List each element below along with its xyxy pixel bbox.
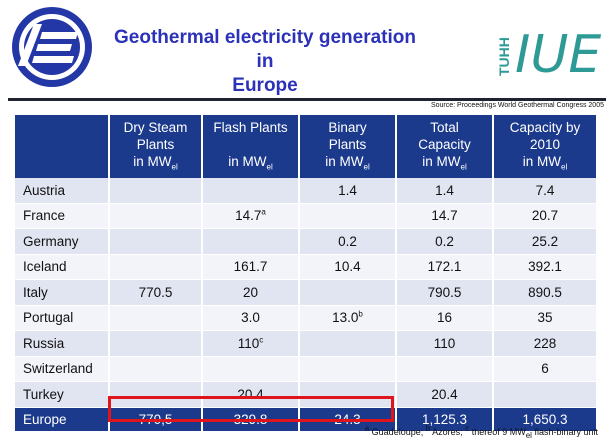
total-cell: 1.4	[395, 178, 493, 204]
binary-cell: 13.0b	[298, 305, 396, 331]
table-row: France 14.7a 14.7 20.7	[15, 203, 596, 229]
title-line-1: Geothermal electricity generation in	[114, 27, 416, 72]
flash-cell	[201, 228, 299, 255]
table-row: Portugal 3.0 13.0b 16 35	[15, 305, 596, 331]
dry-cell	[108, 381, 202, 408]
table-row: Austria 1.4 1.4 7.4	[15, 178, 596, 204]
table-row: Russia 110c 110 228	[15, 330, 596, 357]
binary-cell: 1.4	[298, 178, 396, 204]
total-cell: 0.2	[395, 228, 493, 255]
page-title: Geothermal electricity generation in Eur…	[105, 26, 425, 98]
table-row: Turkey 20.4 20.4	[15, 381, 596, 408]
country-cell: Russia	[15, 330, 109, 357]
country-cell: Switzerland	[15, 356, 109, 382]
country-cell: Turkey	[15, 381, 109, 408]
flash-cell: 14.7a	[201, 203, 299, 229]
binary-cell	[298, 203, 396, 229]
total-cell: 110	[395, 330, 493, 357]
cap2010-cell: 7.4	[492, 178, 596, 204]
highlight-box	[108, 396, 394, 422]
flash-cell: 3.0	[201, 305, 299, 331]
flash-cell	[201, 356, 299, 382]
table-row: Switzerland 6	[15, 356, 596, 382]
footnote: a Guadeloupe; b Azores; c thereof 9 MWel…	[364, 424, 598, 440]
dry-cell	[108, 228, 202, 255]
total-cell: 790.5	[395, 279, 493, 306]
total-cap2010: 1,650.3	[492, 407, 596, 432]
header-cap-2010: Capacity by 2010 in MWel	[492, 115, 596, 178]
cap2010-cell: 6	[492, 356, 596, 382]
binary-cell: 10.4	[298, 254, 396, 280]
country-cell: Austria	[15, 178, 109, 204]
total-cell: 16	[395, 305, 493, 331]
country-cell: Iceland	[15, 254, 109, 280]
total-cell: 14.7	[395, 203, 493, 229]
table-row: Germany 0.2 0.2 25.2	[15, 228, 596, 255]
table-row: Italy 770.5 20 790.5 890.5	[15, 279, 596, 306]
geothermal-table: Dry Steam Plants in MWel Flash Plants in…	[15, 115, 596, 432]
dry-cell: 770.5	[108, 279, 202, 306]
binary-cell: 0.2	[298, 228, 396, 255]
country-cell: Germany	[15, 228, 109, 255]
binary-cell	[298, 381, 396, 408]
dry-cell	[108, 356, 202, 382]
flash-cell: 161.7	[201, 254, 299, 280]
dry-cell	[108, 254, 202, 280]
logo-text: IUE	[515, 25, 601, 84]
title-line-2: Europe	[232, 75, 298, 96]
header-divider	[8, 98, 606, 101]
country-cell: Italy	[15, 279, 109, 306]
source-note: Source: Proceedings World Geothermal Con…	[430, 102, 604, 109]
total-label: Europe	[15, 407, 109, 432]
binary-cell	[298, 279, 396, 306]
cap2010-cell: 228	[492, 330, 596, 357]
flash-cell: 20	[201, 279, 299, 306]
dry-cell	[108, 178, 202, 204]
header-flash: Flash Plants in MWel	[201, 115, 299, 178]
dry-cell	[108, 305, 202, 331]
cap2010-cell: 20.7	[492, 203, 596, 229]
cap2010-cell: 25.2	[492, 228, 596, 255]
tuhh-iue-logo: TUHH IUE	[496, 25, 601, 84]
country-cell: France	[15, 203, 109, 229]
total-total: 1,125.3	[395, 407, 493, 432]
total-cell	[395, 356, 493, 382]
table-header-row: Dry Steam Plants in MWel Flash Plants in…	[15, 115, 596, 178]
cap2010-cell: 35	[492, 305, 596, 331]
cap2010-cell: 890.5	[492, 279, 596, 306]
cap2010-cell	[492, 381, 596, 408]
ie-logo	[12, 7, 92, 87]
header-binary: Binary Plants in MWel	[298, 115, 396, 178]
header-dry-steam: Dry Steam Plants in MWel	[108, 115, 202, 178]
total-cell: 20.4	[395, 381, 493, 408]
binary-cell	[298, 330, 396, 357]
header-total: Total Capacity in MWel	[395, 115, 493, 178]
dry-cell	[108, 203, 202, 229]
logo-prefix: TUHH	[496, 37, 512, 76]
header-blank	[15, 115, 109, 178]
total-cell: 172.1	[395, 254, 493, 280]
dry-cell	[108, 330, 202, 357]
flash-cell: 110c	[201, 330, 299, 357]
flash-cell	[201, 178, 299, 204]
cap2010-cell: 392.1	[492, 254, 596, 280]
table-row: Iceland 161.7 10.4 172.1 392.1	[15, 254, 596, 280]
country-cell: Portugal	[15, 305, 109, 331]
binary-cell	[298, 356, 396, 382]
